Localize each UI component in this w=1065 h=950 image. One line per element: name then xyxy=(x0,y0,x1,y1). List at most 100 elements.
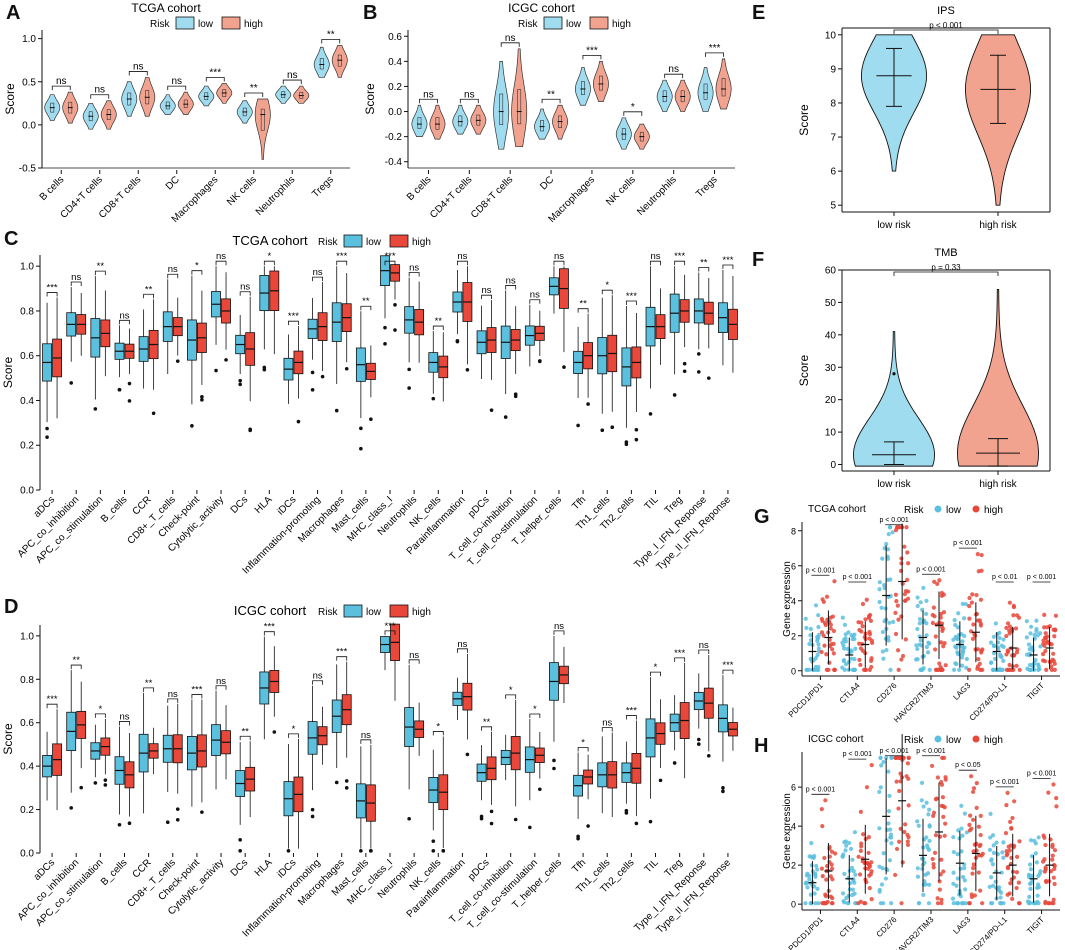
significance-bracket xyxy=(529,713,541,719)
y-tick-label: -0.4 xyxy=(385,157,403,168)
data-point-low xyxy=(848,846,854,851)
y-tick-label: 0.4 xyxy=(20,762,34,773)
data-point-low xyxy=(842,646,847,651)
significance-label: *** xyxy=(47,694,58,705)
significance-bracket xyxy=(282,79,302,85)
significance-label: * xyxy=(581,738,585,749)
x-tick-label: TIL xyxy=(643,494,661,512)
significance-bracket xyxy=(321,39,341,44)
violin-inner-box xyxy=(540,120,544,132)
data-point-low xyxy=(879,763,884,768)
data-point-low xyxy=(998,895,1003,900)
violin-inner-box xyxy=(517,89,522,125)
data-point-high xyxy=(866,862,871,867)
x-tick-label: Tregs xyxy=(694,174,720,200)
p-value-label: p < 0.001 xyxy=(929,21,963,30)
significance-label: ** xyxy=(547,89,555,100)
data-point-low xyxy=(888,525,893,530)
outlier-point xyxy=(513,392,518,396)
p-value-label: p < 0.001 xyxy=(990,779,1019,786)
data-point-low xyxy=(990,883,996,888)
p-value-label: p < 0.001 xyxy=(879,748,908,755)
outlier-point xyxy=(576,423,580,428)
x-tick-label: PDCD1/PD1 xyxy=(787,681,826,720)
data-point-low xyxy=(809,841,814,846)
data-point-low xyxy=(849,656,854,661)
data-point-high xyxy=(978,813,983,818)
data-point-high xyxy=(867,636,872,641)
y-tick-label: 60 xyxy=(825,266,837,277)
y-tick-label: 0.8 xyxy=(20,306,34,317)
outlier-point xyxy=(310,807,315,812)
data-point-high xyxy=(1045,634,1050,639)
data-point-high xyxy=(971,789,976,795)
significance-bracket xyxy=(432,325,444,331)
data-point-low xyxy=(957,667,962,672)
outlier-point xyxy=(552,758,556,763)
data-point-high xyxy=(978,597,984,602)
data-point-high xyxy=(941,869,946,874)
data-point-low xyxy=(951,835,956,840)
significance-bracket xyxy=(94,270,106,276)
y-tick-label: 0.2 xyxy=(20,805,34,816)
data-point-high xyxy=(1016,880,1021,885)
significance-bracket xyxy=(128,71,148,76)
data-point-low xyxy=(1033,851,1038,856)
p-value-label: p = 0.33 xyxy=(931,263,961,272)
violin-low xyxy=(493,61,510,150)
outlier-point xyxy=(175,807,180,811)
data-point-high xyxy=(969,826,974,831)
significance-bracket xyxy=(481,294,492,300)
outlier-point xyxy=(344,779,349,783)
y-axis-label: Score xyxy=(797,104,811,136)
significance-label: ns xyxy=(409,650,419,661)
significance-label: ns xyxy=(313,671,323,682)
data-point-low xyxy=(880,629,886,635)
y-tick-label: 5 xyxy=(830,201,836,212)
data-point-high xyxy=(970,592,975,597)
data-point-high xyxy=(897,755,902,760)
data-point-high xyxy=(905,839,910,844)
outlier-point xyxy=(190,424,194,428)
data-point-low xyxy=(1032,667,1037,672)
outlier-point xyxy=(721,789,725,794)
data-point-high xyxy=(1005,790,1010,796)
significance-label: ns xyxy=(464,89,475,100)
violin-low xyxy=(411,104,428,137)
significance-bracket xyxy=(239,291,251,296)
data-point-high xyxy=(820,597,825,602)
significance-bracket xyxy=(698,267,710,272)
data-point-low xyxy=(878,785,883,790)
data-point-high xyxy=(1041,859,1046,864)
data-point-high xyxy=(1054,796,1059,801)
data-point-low xyxy=(1034,860,1039,865)
significance-label: ns xyxy=(423,89,434,100)
data-point-high xyxy=(857,872,863,877)
violin-low xyxy=(615,117,632,150)
data-point-high xyxy=(822,643,827,648)
significance-label: ns xyxy=(216,251,226,262)
chart-title: ICGC cohort xyxy=(508,1,575,15)
outlier-point xyxy=(238,849,242,853)
data-point-low xyxy=(915,819,920,824)
significance-bracket xyxy=(312,680,323,685)
data-point-high xyxy=(932,614,937,619)
data-point-high xyxy=(1003,831,1009,836)
data-point-low xyxy=(877,587,882,592)
outlier-point xyxy=(586,824,590,828)
data-point-high xyxy=(824,594,830,599)
data-point-low xyxy=(915,866,920,871)
data-point-high xyxy=(893,872,898,878)
data-point-low xyxy=(960,833,965,838)
data-point-low xyxy=(890,530,895,535)
data-point-high xyxy=(905,550,910,555)
chart-panel-c: 0.0 0.2 0.4 0.6 0.8 1.0 Score TCGA cohort Risk lo… xyxy=(1,233,738,576)
violin-inner-box xyxy=(499,93,504,126)
data-point-high xyxy=(971,622,976,627)
p-value-label: p < 0.05 xyxy=(955,762,981,769)
data-point-low xyxy=(1028,886,1033,891)
significance-label: ns xyxy=(216,676,226,687)
data-point-high xyxy=(1050,657,1055,662)
data-point-high xyxy=(830,647,835,652)
data-point-high xyxy=(974,805,979,811)
